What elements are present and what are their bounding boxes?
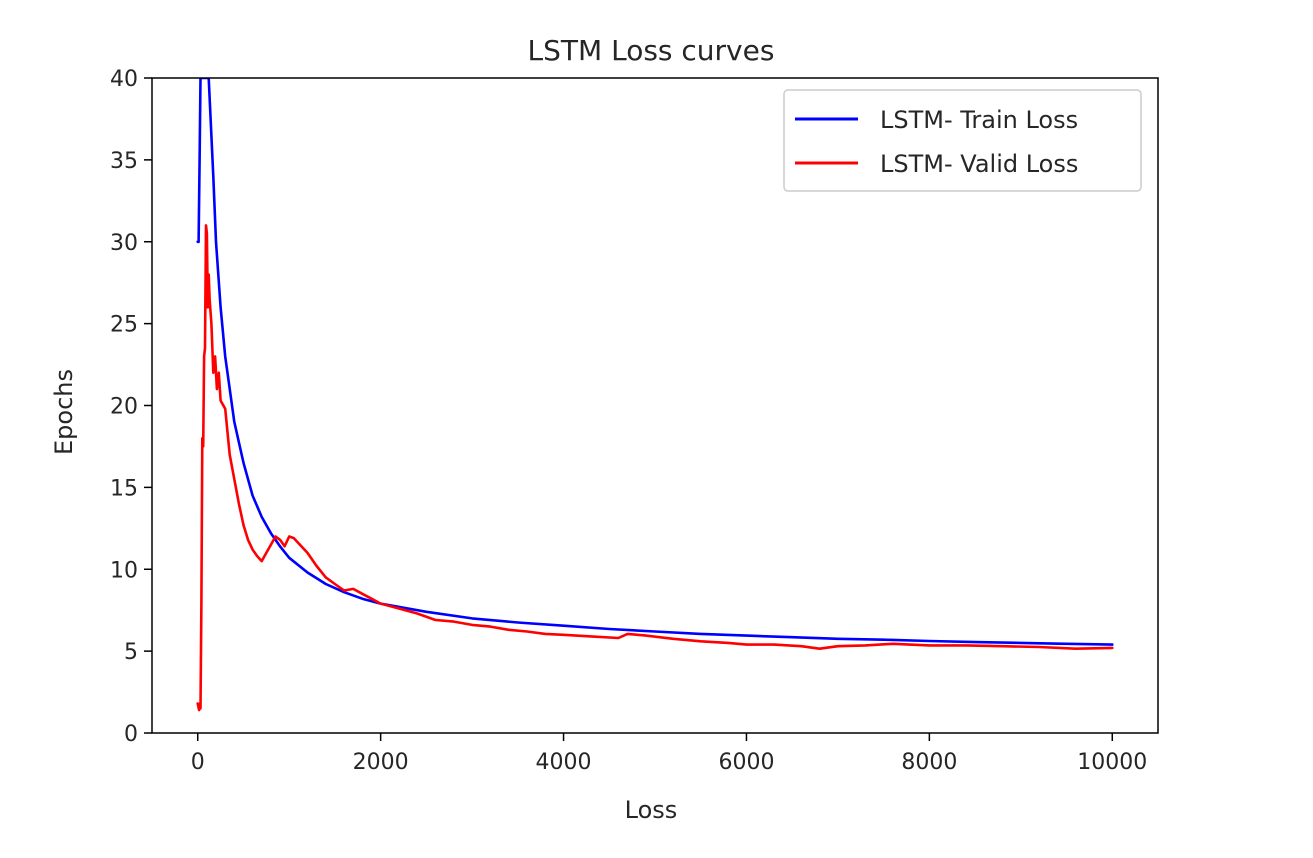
series-line-1: [196, 224, 1114, 712]
x-axis: 0 2000 4000 6000 8000 10000: [191, 733, 1147, 775]
x-tick-label: 6000: [718, 750, 774, 775]
x-axis-label: Loss: [625, 796, 678, 824]
y-axis-label: Epochs: [50, 369, 78, 455]
y-tick-label: 10: [110, 558, 138, 583]
legend: LSTM- Train Loss LSTM- Valid Loss: [783, 89, 1142, 192]
y-tick-label: 35: [110, 149, 138, 174]
y-axis: 0 5 10 15 20 25 30 35 40: [110, 67, 152, 747]
x-tick-label: 0: [191, 750, 205, 775]
x-tick-label: 8000: [901, 750, 957, 775]
x-tick-label: 10000: [1077, 750, 1147, 775]
x-tick-label: 4000: [536, 750, 592, 775]
y-tick-label: 20: [110, 395, 138, 420]
legend-box: [783, 89, 1142, 192]
y-tick-label: 40: [110, 67, 138, 92]
series-line-0: [196, 78, 1114, 646]
y-tick-label: 25: [110, 313, 138, 338]
legend-label-valid: LSTM- Valid Loss: [880, 150, 1078, 178]
chart-title: LSTM Loss curves: [528, 34, 775, 67]
series-layer: [196, 78, 1114, 712]
x-tick-label: 2000: [353, 750, 409, 775]
y-tick-label: 5: [124, 640, 138, 665]
legend-label-train: LSTM- Train Loss: [880, 106, 1078, 134]
y-tick-label: 0: [124, 722, 138, 747]
y-tick-label: 15: [110, 476, 138, 501]
y-tick-label: 30: [110, 231, 138, 256]
